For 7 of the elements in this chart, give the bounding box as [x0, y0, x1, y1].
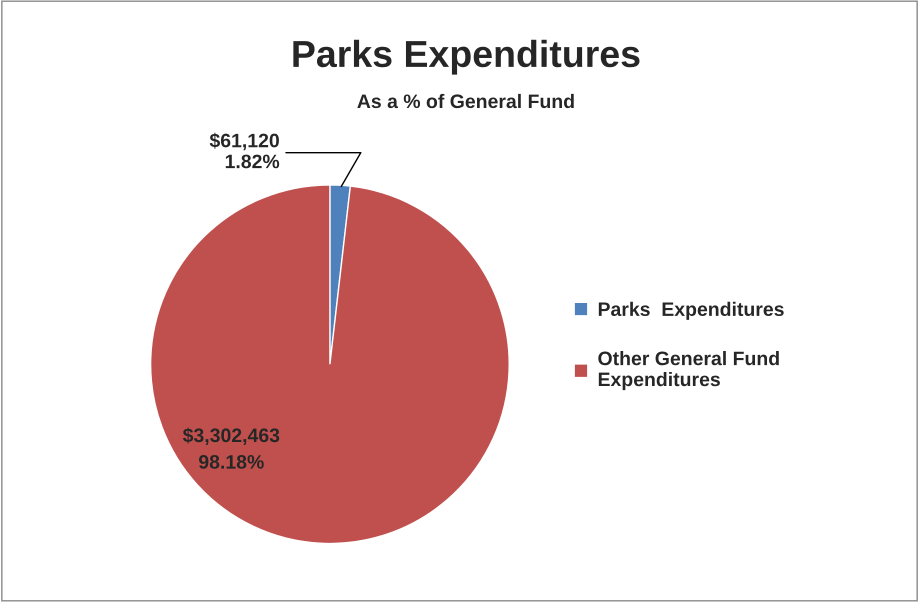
chart-subtitle: As a % of General Fund	[357, 94, 574, 108]
data-label: $3,302,463 98.18%	[182, 428, 280, 469]
pie-slice	[150, 184, 510, 544]
chart-title: Parks Expenditures	[293, 40, 640, 75]
legend-label: Parks Expenditures	[598, 302, 784, 320]
data-label: $61,120 1.82%	[210, 132, 280, 168]
legend-label: Other General Fund Expenditures	[598, 351, 779, 390]
